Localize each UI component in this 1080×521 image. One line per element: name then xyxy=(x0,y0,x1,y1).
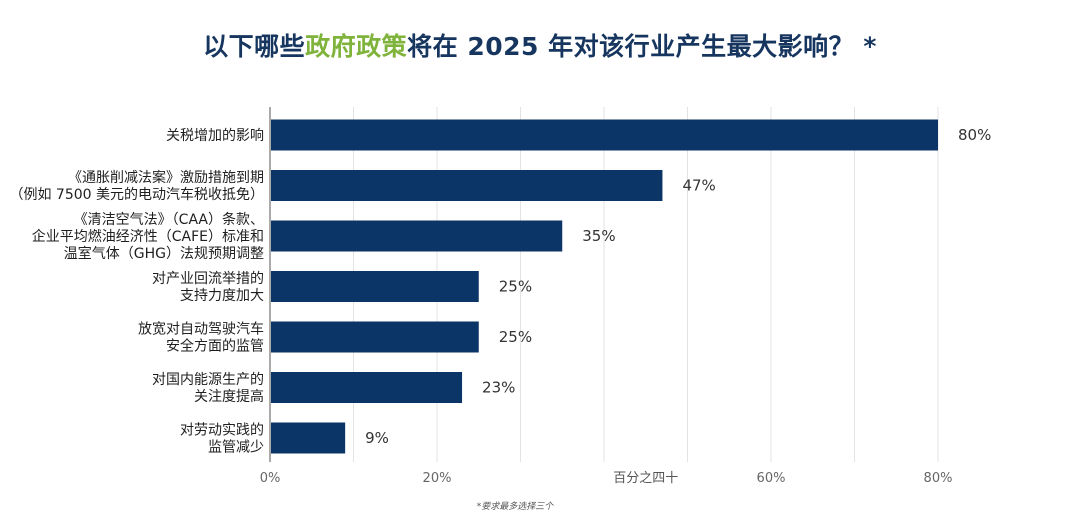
bar xyxy=(271,170,663,201)
value-label: 23% xyxy=(482,379,515,397)
x-tick-label: 0% xyxy=(260,471,281,486)
x-axis-label: 百分之四十 xyxy=(613,471,678,486)
bar xyxy=(271,119,938,151)
category-label-line: （例如 7500 美元的电动汽车税收抵免） xyxy=(9,186,264,203)
value-label: 25% xyxy=(499,328,532,346)
title-part-1: 以下哪些 xyxy=(203,32,306,61)
category-label: 放宽对自动驾驶汽车安全方面的监管 xyxy=(138,321,264,355)
category-label: 对国内能源生产的关注度提高 xyxy=(152,372,264,405)
category-label-line: 关注度提高 xyxy=(194,388,264,405)
category-label-line: 对产业回流举措的 xyxy=(152,271,264,287)
category-label-line: 安全方面的监管 xyxy=(166,338,264,355)
bar xyxy=(271,422,346,454)
category-label-line: 《清洁空气法》（CAA）条款、 xyxy=(74,211,264,228)
value-label: 80% xyxy=(958,126,991,144)
category-label-line: 支持力度加大 xyxy=(180,288,264,304)
category-label: 对产业回流举措的支持力度加大 xyxy=(152,271,264,304)
x-tick-label: 60% xyxy=(757,471,786,486)
title-highlight: 政府政策 xyxy=(305,32,408,61)
category-label-line: 对国内能源生产的 xyxy=(152,372,264,388)
chart-title: 以下哪些政府政策将在 2025 年对该行业产生最大影响？ * xyxy=(0,27,1080,63)
value-labels: 80% 47% 35% 25% 25% 23% 9% xyxy=(365,126,991,447)
category-label: 《清洁空气法》（CAA）条款、企业平均燃油经济性（CAFE）标准和温室气体（GH… xyxy=(32,211,264,262)
category-label-line: 温室气体（GHG）法规预期调整 xyxy=(64,245,264,262)
category-label-line: 对劳动实践的 xyxy=(180,423,264,439)
x-tick-label: 20% xyxy=(423,471,452,486)
value-label: 47% xyxy=(682,177,715,195)
bar xyxy=(271,321,479,353)
bar xyxy=(271,271,479,302)
category-label-line: 放宽对自动驾驶汽车 xyxy=(138,321,264,338)
bar xyxy=(271,220,563,252)
category-label: 关税增加的影响 xyxy=(166,128,264,144)
bars xyxy=(271,119,938,454)
bar xyxy=(271,372,463,403)
category-label: 对劳动实践的监管减少 xyxy=(180,423,264,456)
category-label-line: 《通胀削减法案》激励措施到期 xyxy=(68,169,264,186)
value-label: 25% xyxy=(499,278,532,296)
category-label-line: 监管减少 xyxy=(208,440,264,456)
footnote: *要求最多选择三个 xyxy=(476,502,554,512)
x-tick-label: 80% xyxy=(924,471,953,486)
category-label-line: 企业平均燃油经济性（CAFE）标准和 xyxy=(32,228,264,245)
title-part-2: 将在 2025 年对该行业产生最大影响？ * xyxy=(407,32,877,61)
value-label: 35% xyxy=(582,227,615,245)
category-labels: 关税增加的影响《通胀削减法案》激励措施到期（例如 7500 美元的电动汽车税收抵… xyxy=(9,128,264,456)
category-label: 《通胀削减法案》激励措施到期（例如 7500 美元的电动汽车税收抵免） xyxy=(9,169,264,203)
category-label-line: 关税增加的影响 xyxy=(166,128,264,144)
value-label: 9% xyxy=(365,429,389,447)
x-tick-labels: 0% 20% 60% 80% xyxy=(260,471,953,486)
